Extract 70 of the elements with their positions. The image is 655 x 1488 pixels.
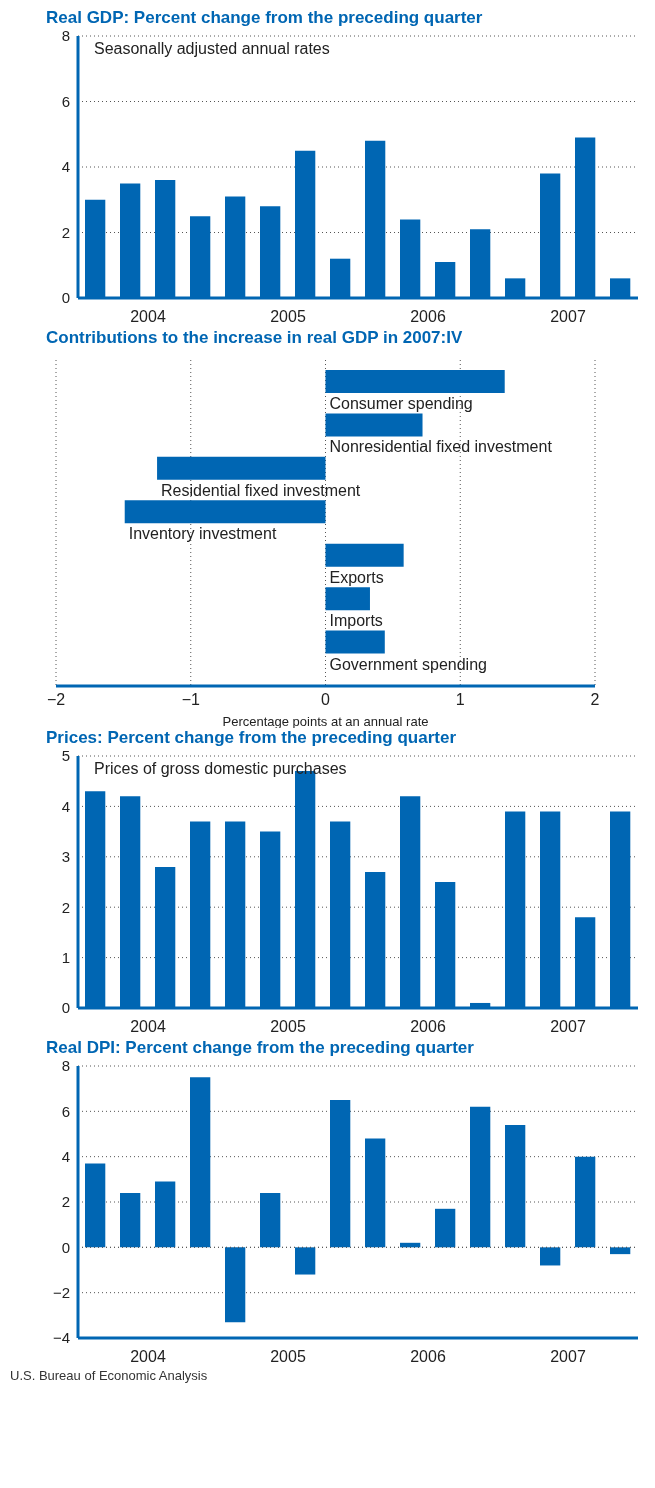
y-tick-label: Inventory investment [128,525,277,543]
annotation: Prices of gross domestic purchases [94,760,347,778]
bar [325,370,505,393]
bar [325,587,370,611]
chart-title: Real DPI: Percent change from the preceding quarter [45,1038,475,1058]
y-tick-label: Government spending [329,655,487,673]
bar [190,1077,211,1248]
x-tick-label: 1 [455,691,465,709]
bar [157,456,326,480]
x-tick-label: −1 [181,691,200,709]
x-tick-label: 2006 [410,1018,446,1035]
y-tick-label: 8 [61,27,70,45]
y-tick-label: Residential fixed investment [161,481,361,499]
x-tick-label: 2006 [410,308,446,325]
y-tick-label: 6 [61,92,70,110]
chart-title: Contributions to the increase in real GDP in 2007:IV [45,328,464,348]
y-tick-label: 0 [61,999,70,1017]
y-tick-label: 0 [61,1238,70,1256]
y-tick-label: Exports [329,568,384,586]
y-tick-label: 4 [61,797,70,815]
y-tick-label: 4 [61,1147,70,1165]
x-tick-label: 2004 [130,1018,166,1035]
bar [505,1124,526,1248]
y-tick-label: 2 [61,1193,70,1211]
bar [260,1192,281,1248]
bar [540,1247,561,1266]
text: U.S. Bureau of Economic Analysis [9,1368,209,1383]
x-tick-label: 2007 [550,308,586,325]
bar [330,1100,351,1248]
bar [325,630,385,654]
y-tick-label: Consumer spending [329,395,473,412]
y-tick-label: 0 [61,289,70,307]
bar [85,1163,106,1248]
bar [155,1181,176,1248]
x-tick-label: 2005 [270,1018,306,1035]
y-tick-label: 6 [61,1102,70,1120]
y-tick-label: 5 [61,747,70,765]
bar [124,500,326,524]
y-tick-label: Imports [329,612,383,630]
chart-title: Real GDP: Percent change from the preceding quarter [45,8,484,28]
bar [610,1247,631,1255]
y-tick-label: 8 [61,1057,70,1075]
bar [575,1156,596,1248]
y-tick-label: 1 [61,948,70,966]
bar [120,1192,141,1248]
bar [365,1138,386,1248]
y-tick-label: 2 [61,223,70,241]
y-tick-label: 2 [61,898,70,916]
x-tick-label: 2005 [270,1348,306,1365]
bar [225,1247,246,1323]
x-axis-title: Percentage points at an annual rate [222,714,429,729]
y-tick-label: −2 [52,1283,70,1301]
y-tick-label: 3 [61,848,70,866]
bar [470,1106,491,1248]
bar [295,1247,316,1275]
x-tick-label: 2 [590,691,600,709]
x-tick-label: 2007 [550,1018,586,1035]
bar [325,543,404,567]
y-tick-label: Nonresidential fixed investment [329,438,553,456]
y-tick-label: −4 [52,1329,70,1347]
chart-title: Prices: Percent change from the preceding quarter [45,728,457,748]
y-tick-label: 4 [61,158,70,176]
x-tick-label: 2004 [130,308,166,325]
x-tick-label: 2006 [410,1348,446,1365]
x-tick-label: 2005 [270,308,306,325]
x-tick-label: 2004 [130,1348,166,1365]
bar [435,1208,456,1248]
annotation: Seasonally adjusted annual rates [94,40,330,58]
x-tick-label: 2007 [550,1348,586,1365]
bar [325,413,423,437]
